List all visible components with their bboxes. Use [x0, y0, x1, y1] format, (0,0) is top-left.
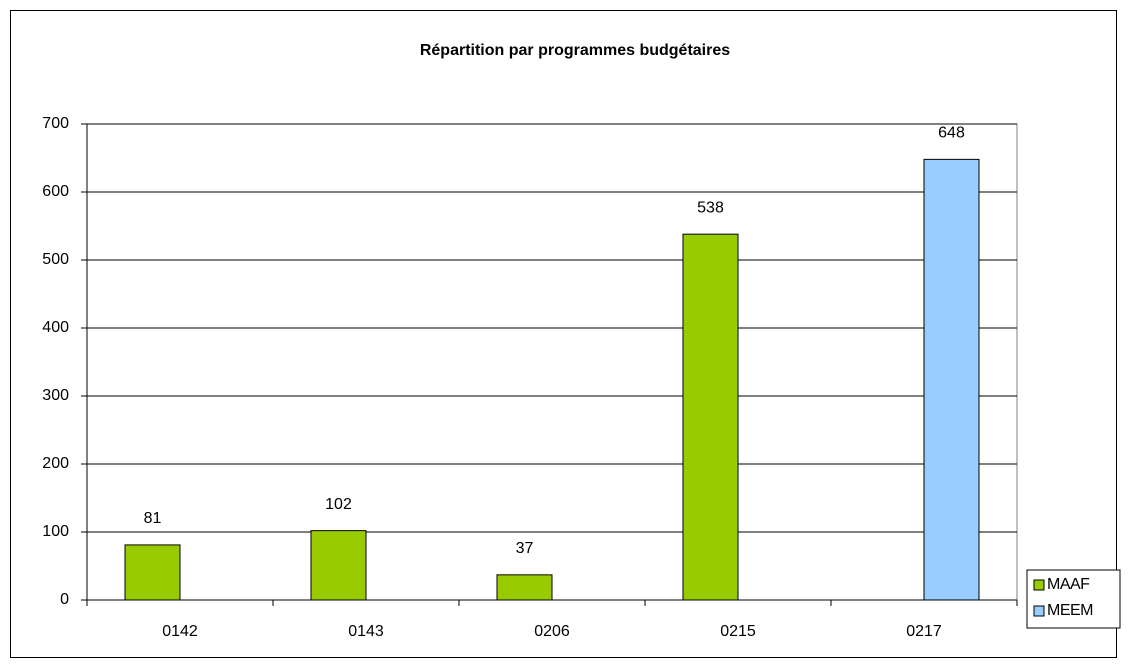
y-tick-label: 0: [60, 591, 69, 608]
chart-title: Répartition par programmes budgétaires: [420, 42, 730, 59]
data-label: 538: [697, 199, 724, 216]
legend-swatch: [1033, 605, 1045, 617]
y-tick-label: 200: [42, 455, 69, 472]
data-label: 81: [144, 510, 162, 527]
x-tick-label: 0215: [720, 623, 756, 640]
bar: [310, 530, 367, 601]
x-tick-label: 0217: [906, 623, 942, 640]
y-tick-label: 500: [42, 251, 69, 268]
bar: [923, 158, 980, 601]
legend-swatch: [1033, 579, 1045, 591]
bar: [682, 233, 739, 601]
y-tick-label: 300: [42, 387, 69, 404]
y-tick-label: 100: [42, 523, 69, 540]
plot-area: [86, 123, 1018, 601]
legend-label: MEEM: [1047, 602, 1093, 619]
x-tick-label: 0206: [534, 623, 570, 640]
y-tick-label: 700: [42, 115, 69, 132]
x-tick-label: 0143: [348, 623, 384, 640]
y-tick-label: 600: [42, 183, 69, 200]
data-label: 37: [516, 540, 534, 557]
x-tick-label: 0142: [162, 623, 198, 640]
data-label: 102: [325, 496, 352, 513]
bar: [496, 574, 553, 601]
bar: [124, 544, 181, 601]
data-label: 648: [938, 125, 965, 142]
y-tick-label: 400: [42, 319, 69, 336]
legend-label: MAAF: [1047, 576, 1090, 593]
